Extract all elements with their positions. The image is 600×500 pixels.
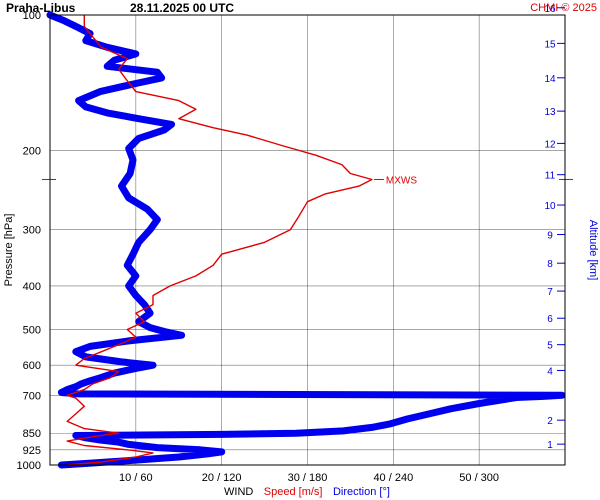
pressure-tick-label: 400	[23, 281, 41, 293]
pressure-tick-label: 200	[23, 145, 41, 157]
y2-axis-label: Altitude [km]	[587, 220, 599, 281]
altitude-tick-label: 13	[544, 107, 556, 118]
x-label-direction: Direction [°]	[333, 486, 390, 498]
data-series: MXWS	[42, 11, 573, 469]
wind-tick-label: 40 / 240	[373, 472, 413, 484]
altitude-tick-label: 7	[547, 287, 553, 298]
wind-tick-label: 10 / 60	[119, 472, 153, 484]
y-axis-label: Pressure [hPa]	[3, 214, 15, 287]
pressure-tick-label: 300	[23, 225, 41, 237]
x-label-wind: WIND	[224, 486, 253, 498]
altitude-tick-label: 16	[544, 4, 556, 15]
altitude-tick-label: 5	[547, 341, 553, 352]
max-wind-label: MXWS	[386, 175, 417, 186]
speed-line	[66, 15, 373, 466]
chart-datetime: 28.11.2025 00 UTC	[130, 1, 234, 15]
altitude-tick-label: 15	[544, 39, 556, 50]
x-axis-label: WIND Speed [m/s] Direction [°]	[224, 482, 390, 499]
x-label-speed: Speed [m/s]	[264, 486, 323, 498]
altitude-tick-label: 6	[547, 314, 553, 325]
pressure-tick-label: 1000	[17, 460, 41, 472]
plot-frame	[49, 14, 566, 466]
pressure-tick-label: 700	[23, 390, 41, 402]
pressure-tick-label: 925	[23, 445, 41, 457]
pressure-tick-label: 100	[23, 10, 41, 22]
altitude-tick-label: 14	[544, 74, 556, 85]
altitude-tick-label: 4	[547, 366, 553, 377]
direction-line	[46, 11, 566, 469]
altitude-tick-label: 12	[544, 139, 556, 150]
pressure-tick-label: 500	[23, 325, 41, 337]
pressure-tick-label: 850	[23, 428, 41, 440]
wind-tick-label: 20 / 120	[202, 472, 242, 484]
altitude-tick-label: 1	[547, 440, 553, 451]
pressure-tick-label: 600	[23, 360, 41, 372]
altitude-tick-label: 8	[547, 259, 553, 270]
altitude-tick-label: 2	[547, 416, 553, 427]
altitude-tick-label: 10	[544, 201, 556, 212]
chart-title: Praha-Libus	[6, 1, 76, 15]
altitude-tick-label: 11	[545, 171, 556, 182]
altitude-tick-label: 9	[547, 231, 553, 242]
wind-tick-label: 30 / 180	[288, 472, 328, 484]
wind-tick-label: 50 / 300	[459, 472, 499, 484]
